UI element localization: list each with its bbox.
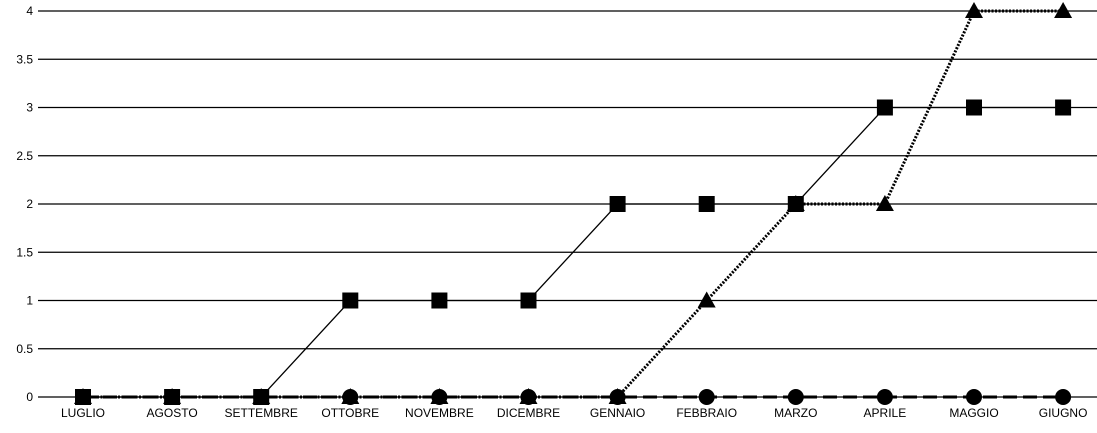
data-point-triangle: [1054, 2, 1073, 18]
x-tick-label: FEBBRAIO: [676, 406, 737, 420]
data-point-triangle: [608, 388, 627, 404]
data-point-triangle: [430, 388, 449, 404]
data-point-square: [876, 99, 893, 116]
y-tick-label: 2.5: [16, 149, 33, 163]
data-point-circle: [787, 389, 804, 405]
series-line-square: [83, 106, 1064, 398]
data-point-circle: [1055, 389, 1072, 405]
data-point-triangle: [519, 388, 538, 404]
y-tick-label: 2: [26, 197, 33, 211]
x-tick-label: MAGGIO: [949, 406, 998, 420]
data-point-circle: [966, 389, 982, 405]
x-tick-label: AGOSTO: [147, 406, 198, 420]
y-tick-label: 1: [26, 294, 33, 308]
data-point-square: [520, 292, 537, 309]
data-point-triangle: [341, 388, 360, 404]
x-axis-tick-labels: LUGLIO AGOSTO SETTEMBRE OTTOBRE NOVEMBRE DICE…: [61, 406, 1087, 420]
series-triangle: [74, 2, 1073, 404]
y-tick-label: 1.5: [16, 245, 33, 259]
x-tick-label: LUGLIO: [61, 406, 105, 420]
gridlines: [38, 10, 1097, 398]
data-point-triangle: [252, 388, 271, 404]
x-tick-label: APRILE: [864, 406, 907, 420]
x-tick-label: GIUGNO: [1039, 406, 1088, 420]
series-line-triangle: [83, 9, 1064, 399]
data-point-triangle: [697, 291, 716, 308]
data-point-square: [609, 196, 626, 212]
x-tick-label: NOVEMBRE: [405, 406, 474, 420]
data-point-circle: [876, 389, 893, 405]
data-point-triangle: [786, 195, 805, 211]
y-axis-tick-labels: 0 0.5 1 1.5 2 2.5 3 3.5 4: [16, 4, 33, 404]
x-tick-label: MARZO: [774, 406, 817, 420]
data-point-square: [966, 99, 982, 116]
x-tick-label: DICEMBRE: [497, 406, 560, 420]
data-point-square: [698, 196, 715, 212]
data-point-square: [342, 292, 359, 309]
data-point-square: [431, 292, 448, 309]
series: [74, 2, 1073, 405]
data-point-triangle: [875, 195, 894, 211]
data-point-triangle: [163, 388, 182, 404]
x-tick-label: SETTEMBRE: [225, 406, 298, 420]
data-point-triangle: [965, 2, 983, 18]
y-tick-label: 0.5: [16, 342, 33, 356]
x-tick-label: OTTOBRE: [321, 406, 379, 420]
data-point-triangle: [74, 388, 92, 404]
y-tick-label: 3.5: [16, 52, 33, 66]
series-square: [75, 99, 1072, 405]
y-tick-label: 3: [26, 101, 33, 115]
data-point-circle: [698, 389, 715, 405]
x-tick-label: GENNAIO: [590, 406, 645, 420]
y-tick-label: 0: [26, 390, 33, 404]
data-point-square: [1055, 99, 1072, 116]
y-tick-label: 4: [26, 4, 33, 18]
